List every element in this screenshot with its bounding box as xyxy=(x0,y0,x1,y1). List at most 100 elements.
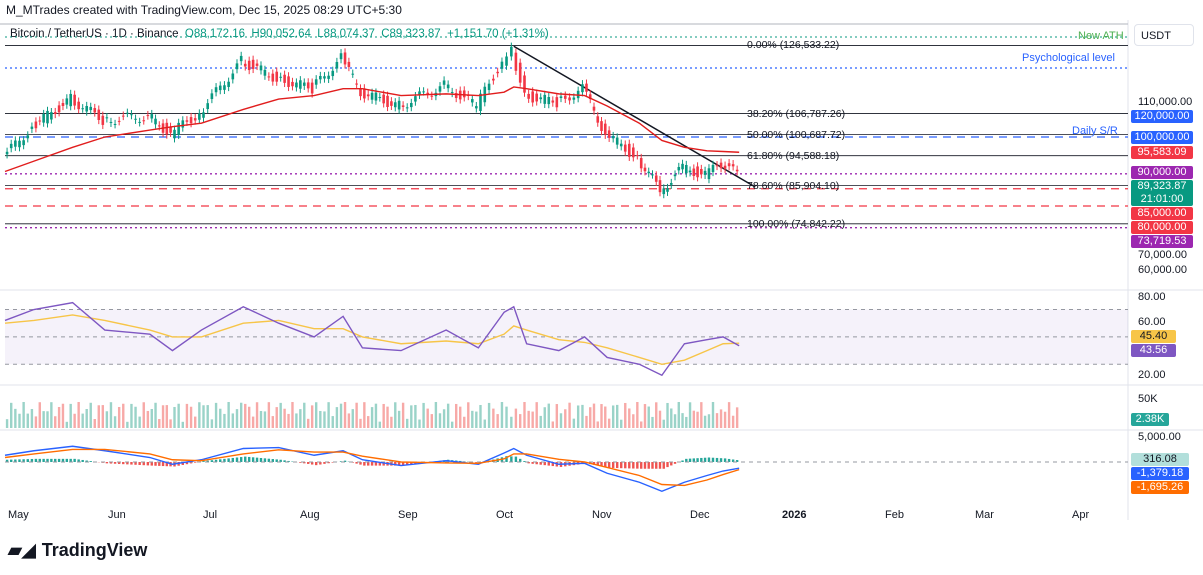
volume-bar xyxy=(692,410,696,428)
candle-body xyxy=(287,76,290,87)
volume-bar xyxy=(239,402,243,428)
candle-body xyxy=(426,92,429,95)
macd-histogram-bar xyxy=(22,459,25,462)
macd-histogram-bar xyxy=(109,462,113,464)
volume-bar xyxy=(535,402,538,428)
candle-body xyxy=(206,103,209,110)
volume-bar xyxy=(223,413,226,428)
volume-bar xyxy=(65,421,69,428)
volume-bar xyxy=(173,406,176,428)
time-axis-label: Aug xyxy=(300,509,320,521)
price-chart[interactable] xyxy=(0,20,1203,520)
macd-histogram-bar xyxy=(643,462,647,469)
fib-label: 100.00% (74,842.22) xyxy=(747,217,846,230)
volume-bar xyxy=(169,419,172,428)
time-axis-label: Mar xyxy=(975,509,994,521)
volume-bar xyxy=(158,419,161,428)
macd-histogram-bar xyxy=(239,457,243,462)
candle-body xyxy=(454,93,458,99)
candle-body xyxy=(585,83,588,92)
macd-histogram-bar xyxy=(700,457,703,462)
volume-bar xyxy=(18,413,21,428)
candle-body xyxy=(210,93,214,100)
volume-bar xyxy=(194,416,197,428)
candle-body xyxy=(572,97,576,100)
volume-bar xyxy=(455,403,458,428)
candle-body xyxy=(185,120,189,122)
candle-body xyxy=(418,91,421,95)
macd-histogram-bar xyxy=(723,458,727,462)
volume-bar xyxy=(57,406,61,428)
candle-body xyxy=(414,96,417,102)
volume-bar xyxy=(514,408,518,428)
volume-bar xyxy=(255,402,259,428)
volume-bar xyxy=(327,402,330,428)
macd-histogram-bar xyxy=(374,462,378,466)
volume-bar xyxy=(109,402,113,428)
volume-bar xyxy=(647,406,650,428)
candle-body xyxy=(703,170,707,175)
candle-body xyxy=(231,73,235,80)
fib-label: 78.60% (85,904.10) xyxy=(747,179,840,192)
candle-body xyxy=(14,140,17,147)
candle-body xyxy=(218,85,222,91)
macd-histogram-bar xyxy=(42,458,45,462)
volume-bar xyxy=(54,416,57,428)
volume-bar xyxy=(275,407,278,428)
candle-body xyxy=(327,75,330,79)
currency-selector[interactable]: USDT xyxy=(1134,24,1194,46)
macd-histogram-bar xyxy=(105,462,109,464)
volume-bar xyxy=(97,405,100,428)
candle-body xyxy=(735,169,739,172)
macd-histogram-bar xyxy=(666,462,669,468)
volume-bar xyxy=(161,405,165,428)
candle-body xyxy=(283,74,286,83)
volume-bar xyxy=(430,414,433,428)
time-axis-label: 2026 xyxy=(782,509,807,521)
volume-bar xyxy=(367,416,370,428)
macd-histogram-bar xyxy=(414,462,417,465)
volume-bar xyxy=(81,413,84,428)
candle-body xyxy=(539,97,543,100)
volume-bar xyxy=(731,415,735,428)
volume-bar xyxy=(355,402,358,428)
volume-bar xyxy=(483,419,486,428)
candle-body xyxy=(397,100,401,110)
macd-histogram-bar xyxy=(707,457,711,462)
price-tag: 85,000.00 xyxy=(1131,206,1193,220)
volume-bar xyxy=(126,421,129,428)
macd-histogram-bar xyxy=(5,459,9,462)
volume-bar xyxy=(10,402,13,428)
volume-bar xyxy=(719,409,723,428)
candle-body xyxy=(555,97,559,108)
macd-histogram-bar xyxy=(283,460,286,462)
candle-body xyxy=(603,123,607,135)
candle-body xyxy=(198,113,201,120)
macd-line xyxy=(4,445,740,493)
candle-body xyxy=(410,102,413,108)
volume-bar xyxy=(181,421,184,428)
macd-histogram-bar xyxy=(138,462,141,465)
candle-body xyxy=(731,164,735,167)
candle-body xyxy=(165,122,169,135)
volume-bar xyxy=(287,413,290,428)
candle-body xyxy=(647,171,651,174)
volume-bar xyxy=(390,416,393,428)
macd-histogram-bar xyxy=(397,462,401,466)
candle-body xyxy=(669,183,673,185)
candle-body xyxy=(514,52,518,71)
macd-histogram-bar xyxy=(146,462,150,466)
candle-body xyxy=(251,59,255,69)
candle-body xyxy=(677,166,681,171)
macd-histogram-bar xyxy=(596,462,599,466)
volume-bar xyxy=(307,418,310,428)
macd-histogram-bar xyxy=(607,462,611,468)
time-axis-label: Oct xyxy=(496,509,514,521)
candle-body xyxy=(69,93,72,107)
candle-body xyxy=(26,135,30,139)
candle-body xyxy=(623,144,627,152)
macd-histogram-bar xyxy=(611,462,615,468)
macd-histogram-bar xyxy=(370,462,374,466)
fib-label: 50.00% (100,687.72) xyxy=(747,128,846,141)
candle-body xyxy=(77,101,80,110)
